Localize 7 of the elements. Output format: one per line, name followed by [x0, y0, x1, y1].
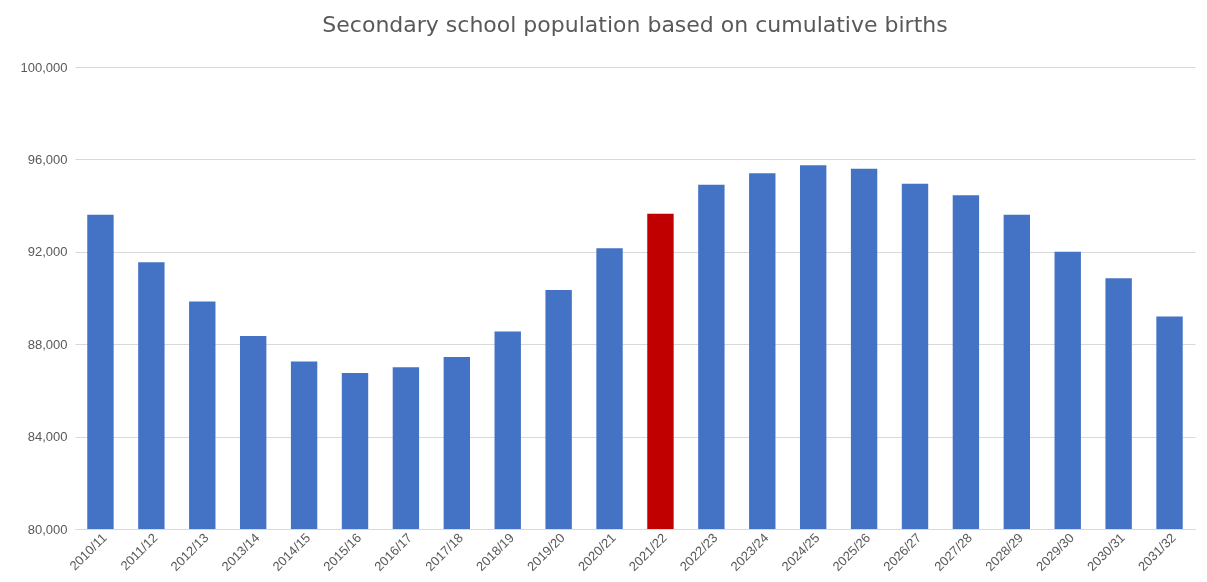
y-tick-label: 84,000: [27, 429, 68, 445]
chart-title: Secondary school population based on cumulative births: [322, 12, 948, 37]
y-tick-label: 96,000: [27, 151, 68, 167]
y-tick-label: 80,000: [27, 521, 68, 537]
y-tick-label: 88,000: [27, 336, 68, 352]
y-tick-label: 92,000: [27, 244, 68, 260]
y-tick-label: 100,000: [20, 59, 68, 75]
